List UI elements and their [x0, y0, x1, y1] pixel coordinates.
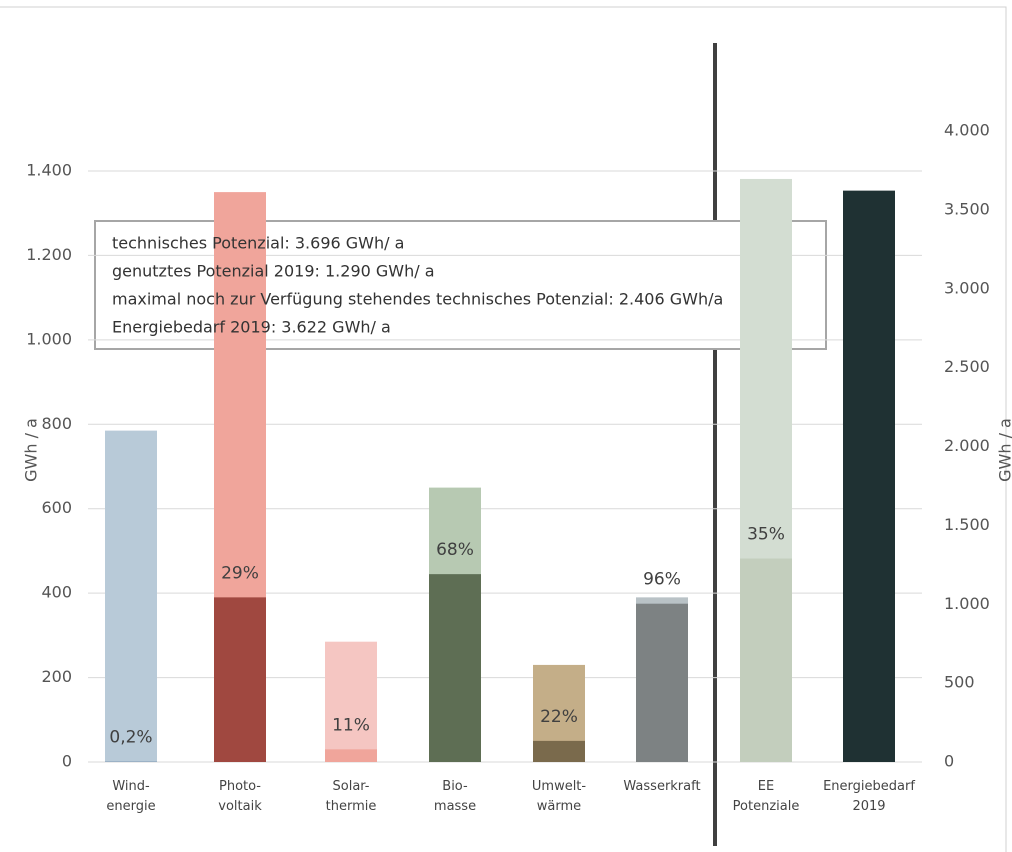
y2-tick-label: 1.500: [944, 515, 990, 534]
x-tick-label: Umwelt-wärme: [532, 779, 587, 814]
x-tick-label: Wind-energie: [106, 779, 155, 814]
y2-tick-label: 3.000: [944, 278, 990, 297]
annotation: maximal noch zur Verfügung stehendes tec…: [112, 290, 723, 309]
data-label: 11%: [332, 715, 370, 735]
x-tick-label: Solar-thermie: [326, 779, 377, 814]
y-tick-label: 400: [41, 583, 72, 602]
data-label: 35%: [747, 525, 785, 545]
y-axis-label: GWh / a: [22, 418, 41, 482]
y-tick-label: 1.200: [26, 245, 72, 264]
x-tick-label: Energiebedarf 2019: [823, 779, 915, 814]
annotation: genutztes Potenzial 2019: 1.290 GWh/ a: [112, 262, 435, 281]
y2-tick-label: 3.500: [944, 199, 990, 218]
bar: [105, 430, 157, 762]
y2-tick-label: 4.000: [944, 121, 990, 140]
y-tick-label: 1.400: [26, 161, 72, 180]
data-label: 22%: [540, 707, 578, 727]
data-label: 68%: [436, 540, 474, 560]
y-tick-label: 800: [41, 414, 72, 433]
bar: [636, 603, 688, 762]
y-tick-label: 0: [62, 752, 72, 771]
y-tick-label: 600: [41, 498, 72, 517]
x-tick-label: Bio-masse: [434, 779, 476, 814]
y2-axis-label: GWh / a: [996, 418, 1012, 482]
y2-tick-label: 2.000: [944, 436, 990, 455]
x-tick-label: Wasserkraft: [623, 779, 700, 794]
y2-tick-label: 2.500: [944, 357, 990, 376]
y-tick-label: 1.000: [26, 329, 72, 348]
bar: [429, 574, 481, 762]
annotation: Energiebedarf 2019: 3.622 GWh/ a: [112, 318, 391, 337]
data-label: 0,2%: [109, 727, 152, 747]
data-label: 96%: [643, 570, 681, 590]
y2-tick-label: 0: [944, 752, 954, 771]
bar: [325, 641, 377, 762]
data-label: 29%: [221, 563, 259, 583]
y2-tick-label: 1.000: [944, 594, 990, 613]
annotation: technisches Potenzial: 3.696 GWh/ a: [112, 234, 404, 253]
x-tick-label: Photo-voltaik: [218, 779, 262, 814]
bar: [214, 597, 266, 762]
x-tick-label: EE Potenziale: [733, 779, 800, 814]
y-tick-label: 200: [41, 667, 72, 686]
bar: [533, 740, 585, 762]
bar: [740, 558, 792, 762]
bar: [843, 190, 895, 762]
y2-tick-label: 500: [944, 673, 975, 692]
frame: [0, 6, 1007, 852]
bar: [105, 761, 157, 762]
bar: [325, 749, 377, 762]
